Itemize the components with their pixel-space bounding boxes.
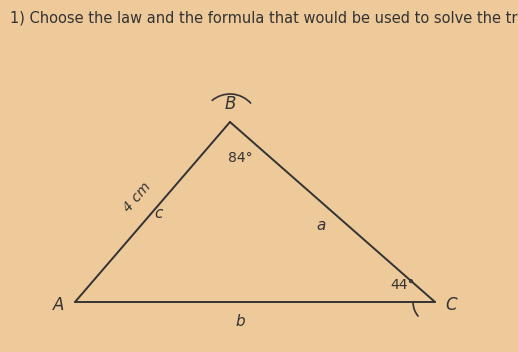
Text: 1) Choose the law and the formula that would be used to solve the triangle.: 1) Choose the law and the formula that w… (10, 11, 518, 26)
Text: c: c (154, 206, 163, 221)
Text: 84°: 84° (228, 151, 252, 165)
Text: C: C (445, 296, 457, 314)
Text: B: B (224, 95, 236, 113)
Text: 44°: 44° (391, 278, 415, 292)
Text: a: a (316, 218, 325, 233)
Text: A: A (53, 296, 65, 314)
Text: 4 cm: 4 cm (120, 180, 153, 215)
Text: b: b (235, 314, 245, 329)
